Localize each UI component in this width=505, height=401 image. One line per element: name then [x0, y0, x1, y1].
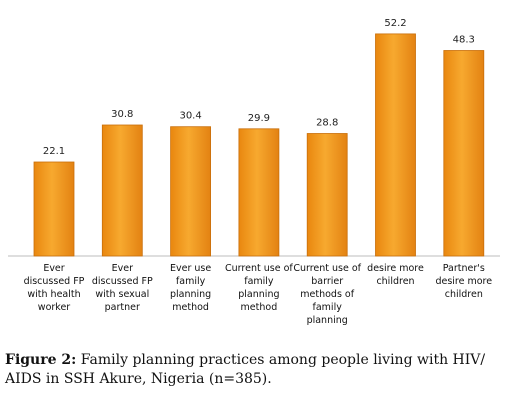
bar-1: [33, 161, 75, 257]
category-label-2: Ever discussed FP with sexual partner: [91, 263, 153, 313]
bar-value-label-6: 52.2: [384, 18, 406, 29]
bar-value-label-1: 22.1: [43, 146, 65, 157]
bar-value-label-7: 48.3: [453, 35, 475, 46]
bar-value-label-2: 30.8: [111, 109, 133, 120]
bar-4: [238, 128, 280, 257]
bar-value-label-3: 30.4: [179, 111, 201, 122]
category-label-1: Ever discussed FP with health worker: [23, 263, 85, 313]
category-label-7: Partner's desire more children: [435, 263, 493, 300]
bars-group: 22.1 30.8 30.4 29.9 28.8 52.2 48.3: [33, 18, 485, 257]
category-label-6: desire more children: [367, 263, 424, 287]
bar-7: [443, 50, 485, 257]
category-label-4: Current use of family planning method: [225, 263, 293, 313]
category-label-5: Current use of barrier methods of family…: [293, 263, 362, 326]
bar-chart: 22.1 30.8 30.4 29.9 28.8 52.2 48.3 Ever discus…: [8, 18, 500, 326]
bar-5: [306, 133, 348, 257]
bar-3: [170, 126, 212, 257]
figure-caption: Figure 2: Family planning practices amon…: [5, 351, 501, 389]
bar-6: [375, 33, 416, 257]
bar-2: [101, 124, 143, 257]
bar-value-label-5: 28.8: [316, 118, 338, 129]
figure-caption-text: Family planning practices among people l…: [5, 352, 486, 387]
bar-value-label-4: 29.9: [248, 113, 270, 124]
chart-canvas: 22.1 30.8 30.4 29.9 28.8 52.2 48.3: [8, 18, 500, 257]
category-label-3: Ever use family planning method: [169, 263, 212, 313]
figure-caption-prefix: Figure 2:: [5, 352, 77, 368]
